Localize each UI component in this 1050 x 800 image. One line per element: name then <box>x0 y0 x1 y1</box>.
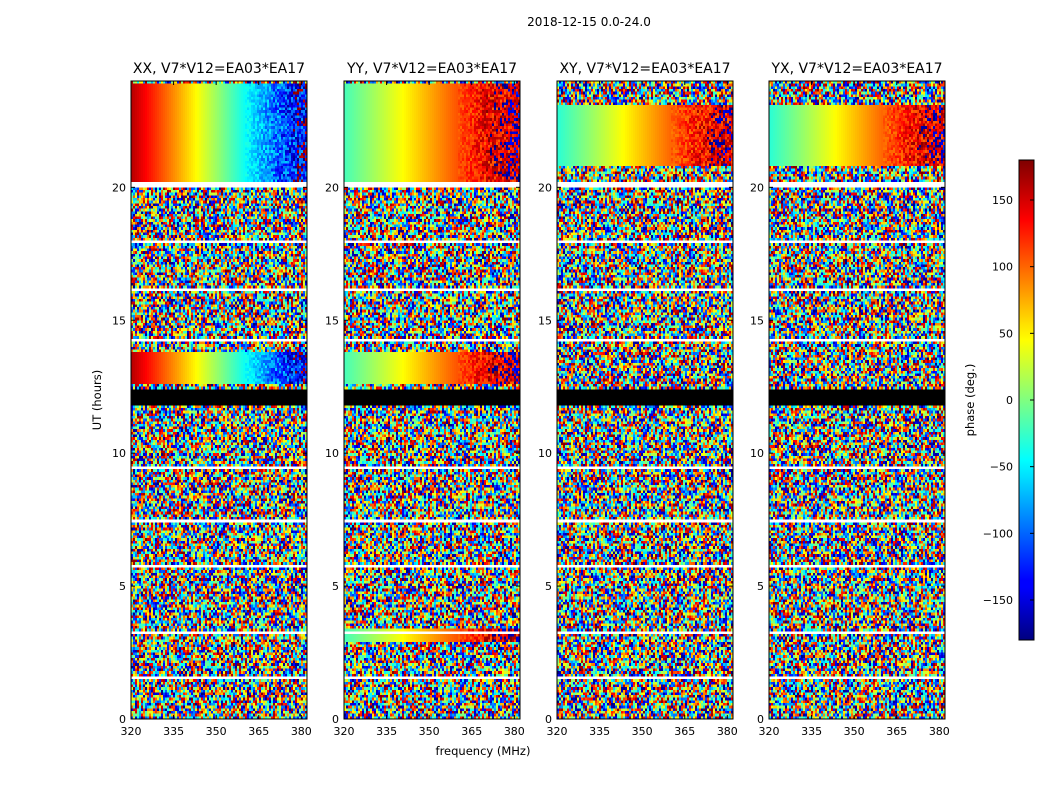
plot-frame <box>130 80 308 720</box>
panel-0: XX, V7*V12=EA03*EA17 320 335 350 365 380 0 5 10 1… <box>112 61 312 738</box>
panel-2: XY, V7*V12=EA03*EA17 320 335 350 365 380 0 5 10 1… <box>538 61 738 738</box>
colorbar-tick-label: 50 <box>999 327 1013 340</box>
x-tick-label: 335 <box>801 725 822 738</box>
y-tick-label: 5 <box>119 580 126 593</box>
x-tick-label: 350 <box>844 725 865 738</box>
x-tick-label: 335 <box>163 725 184 738</box>
plot-frame <box>556 80 734 720</box>
y-tick-label: 5 <box>757 580 764 593</box>
panel-3: YX, V7*V12=EA03*EA17 320 335 350 365 380 0 5 10 1… <box>750 61 950 738</box>
colorbar-tick-label: −50 <box>990 461 1013 474</box>
y-tick-label: 20 <box>538 181 552 194</box>
colorbar-tick-label: −150 <box>983 594 1013 607</box>
colorbar-tick-label: 100 <box>992 261 1013 274</box>
x-tick-label: 380 <box>717 725 738 738</box>
plot-frame <box>343 80 521 720</box>
colorbar-ticks: 150 100 50 0 −50 −100 −150 <box>983 194 1034 607</box>
colorbar: 150 100 50 0 −50 −100 −150 phase (deg.) <box>963 159 1035 641</box>
x-tick-label: 320 <box>547 725 568 738</box>
x-tick-label: 365 <box>461 725 482 738</box>
phase-heatmap <box>344 81 520 719</box>
y-tick-label: 10 <box>112 447 126 460</box>
x-tick-label: 350 <box>419 725 440 738</box>
y-tick-label: 0 <box>757 713 764 726</box>
y-tick-label: 20 <box>112 181 126 194</box>
y-tick-label: 10 <box>538 447 552 460</box>
panel-title: YX, V7*V12=EA03*EA17 <box>770 61 942 77</box>
phase-heatmap <box>769 81 945 719</box>
x-tick-label: 350 <box>206 725 227 738</box>
x-tick-label: 365 <box>248 725 269 738</box>
y-tick-label: 0 <box>545 713 552 726</box>
colorbar-label: phase (deg.) <box>963 364 977 437</box>
y-tick-label: 15 <box>112 314 126 327</box>
y-tick-label: 20 <box>750 181 764 194</box>
phase-heatmap <box>131 81 307 719</box>
phase-heatmap <box>557 81 733 719</box>
x-axis-label: frequency (MHz) <box>436 744 531 758</box>
colorbar-tick-label: 0 <box>1006 394 1013 407</box>
y-tick-label: 15 <box>538 314 552 327</box>
y-tick-label: 5 <box>545 580 552 593</box>
colorbar-tick-label: −100 <box>983 527 1013 540</box>
x-tick-label: 380 <box>291 725 312 738</box>
x-tick-label: 380 <box>929 725 950 738</box>
x-tick-label: 320 <box>121 725 142 738</box>
y-axis-label: UT (hours) <box>90 370 104 430</box>
y-tick-label: 15 <box>750 314 764 327</box>
x-tick-label: 320 <box>759 725 780 738</box>
x-tick-label: 365 <box>886 725 907 738</box>
y-tick-label: 0 <box>332 713 339 726</box>
panel-title: XY, V7*V12=EA03*EA17 <box>559 61 730 77</box>
x-tick-label: 365 <box>674 725 695 738</box>
x-tick-label: 380 <box>504 725 525 738</box>
x-tick-label: 320 <box>334 725 355 738</box>
y-tick-label: 0 <box>119 713 126 726</box>
panel-title: YY, V7*V12=EA03*EA17 <box>346 61 517 77</box>
x-tick-label: 350 <box>632 725 653 738</box>
x-tick-label: 335 <box>589 725 610 738</box>
figure-title: 2018-12-15 0.0-24.0 <box>527 15 651 29</box>
y-tick-label: 10 <box>325 447 339 460</box>
y-tick-label: 20 <box>325 181 339 194</box>
y-tick-label: 5 <box>332 580 339 593</box>
colorbar-tick-label: 150 <box>992 194 1013 207</box>
y-tick-label: 15 <box>325 314 339 327</box>
x-tick-label: 335 <box>376 725 397 738</box>
panel-title: XX, V7*V12=EA03*EA17 <box>133 61 305 77</box>
panels: XX, V7*V12=EA03*EA17 320 335 350 365 380 0 5 10 1… <box>112 61 950 738</box>
plot-frame <box>768 80 946 720</box>
y-tick-label: 10 <box>750 447 764 460</box>
panel-1: YY, V7*V12=EA03*EA17 320 335 350 365 380 0 5 10 1… <box>325 61 525 738</box>
